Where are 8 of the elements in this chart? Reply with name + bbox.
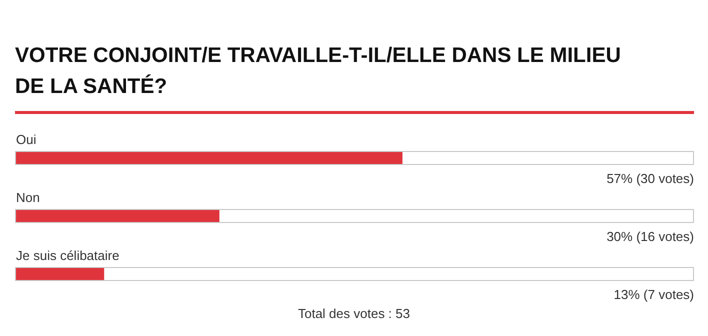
chart-title: VOTRE CONJOINT/E TRAVAILLE-T-IL/ELLE DANS LE MILIEU DE LA SANTÉ?	[15, 43, 622, 100]
data-label: 30% (16 votes)	[606, 229, 694, 244]
y-tick-label: Je suis célibataire	[16, 248, 120, 263]
annotation: Total des votes : 53	[296, 306, 411, 321]
data-label: 57% (30 votes)	[606, 171, 694, 186]
y-tick-label: Non	[16, 190, 40, 205]
y-tick-label: Oui	[16, 132, 36, 147]
data-label: 13% (7 votes)	[614, 287, 694, 302]
